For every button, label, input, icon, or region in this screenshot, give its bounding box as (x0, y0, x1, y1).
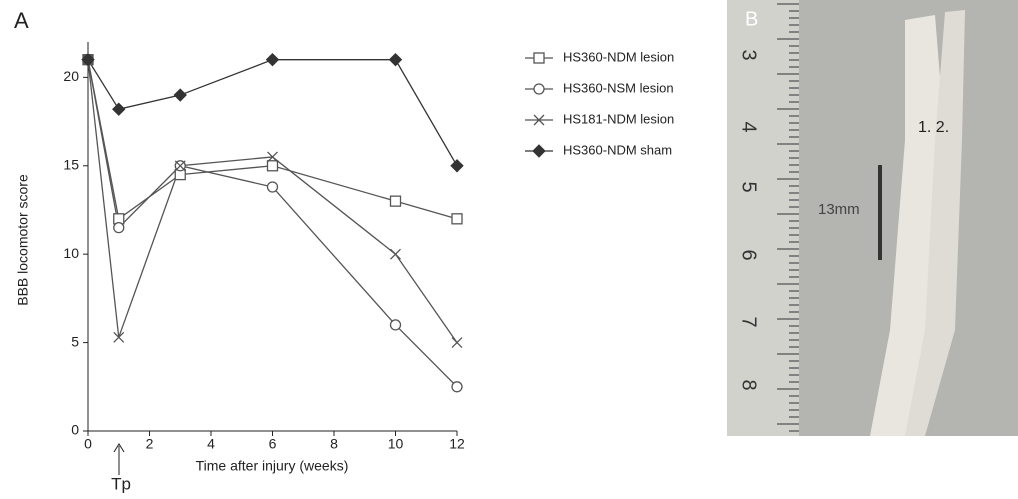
series-line (88, 60, 457, 219)
marker (390, 54, 402, 66)
legend-marker (534, 84, 544, 94)
y-tick-label: 15 (63, 156, 79, 172)
legend-label: HS360-NDM lesion (563, 49, 674, 64)
x-tick-label: 8 (330, 436, 338, 452)
photo-annotation: 1. 2. (918, 119, 949, 136)
marker (113, 103, 125, 115)
marker (452, 338, 462, 348)
marker (391, 320, 401, 330)
marker (452, 214, 462, 224)
marker (174, 89, 186, 101)
marker (114, 223, 124, 233)
x-axis-label: Time after injury (weeks) (196, 458, 349, 474)
scale-label: 13mm (818, 201, 860, 218)
ruler-label: 8 (738, 379, 760, 390)
series-line (88, 60, 457, 166)
x-tick-label: 0 (84, 436, 92, 452)
marker (268, 182, 278, 192)
y-tick-label: 10 (63, 245, 79, 261)
legend-label: HS360-NSM lesion (563, 80, 674, 95)
ruler-label: 7 (738, 316, 760, 327)
ruler-label: 4 (738, 121, 760, 132)
x-tick-label: 12 (449, 436, 465, 452)
y-tick-label: 5 (71, 333, 79, 349)
marker (267, 54, 279, 66)
marker (391, 196, 401, 206)
y-tick-label: 20 (63, 68, 79, 84)
x-tick-label: 4 (207, 436, 215, 452)
legend-label: HS360-NDM sham (563, 142, 672, 157)
y-tick-label: 0 (71, 422, 79, 438)
ruler-label: 6 (738, 249, 760, 260)
marker (391, 249, 401, 259)
x-tick-label: 2 (146, 436, 154, 452)
marker (451, 160, 463, 172)
y-axis-label: BBB locomotor score (15, 174, 31, 306)
panel-label: A (14, 8, 29, 33)
marker (452, 382, 462, 392)
figure: A BBB locomotor score Time after injury … (0, 0, 1018, 494)
x-tick-label: 10 (388, 436, 404, 452)
page: {"panel_label": "A", "chart_data": {"typ… (0, 0, 1018, 494)
photo-label: B (745, 8, 758, 30)
ruler (727, 0, 799, 436)
annotation: Tp (111, 474, 131, 493)
photo: B 1. 2. 13mm 3 4 5 6 7 8 (727, 0, 1018, 436)
ruler-label: 3 (738, 49, 760, 60)
legend-marker (533, 145, 545, 157)
legend-label: HS181-NDM lesion (563, 111, 674, 126)
legend-marker (534, 53, 544, 63)
x-tick-label: 6 (269, 436, 277, 452)
series-line (88, 60, 457, 387)
marker (268, 161, 278, 171)
ruler-label: 5 (738, 181, 760, 192)
